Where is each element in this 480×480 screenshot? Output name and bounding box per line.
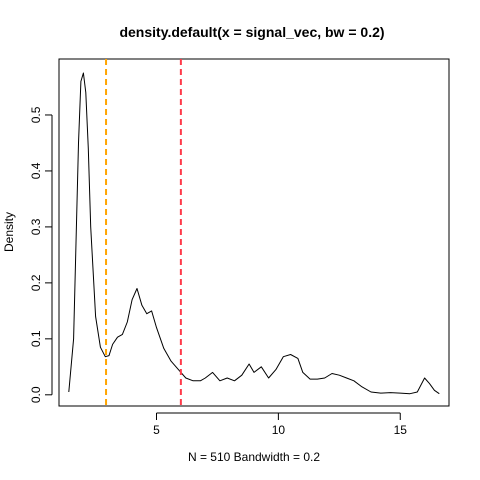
y-tick-label-0: 0.0 — [29, 386, 43, 403]
plot-frame — [58, 58, 450, 407]
y-tick-label-3: 0.3 — [29, 218, 43, 235]
x-axis-label: N = 510 Bandwidth = 0.2 — [188, 450, 320, 464]
x-tick-label-1: 10 — [272, 423, 286, 437]
plot-area: 5 10 15 0.0 0.1 0.2 0.3 0.4 0.5 — [29, 59, 440, 437]
y-tick-label-2: 0.2 — [29, 274, 43, 291]
chart-title: density.default(x = signal_vec, bw = 0.2… — [119, 24, 384, 40]
y-tick-label-5: 0.5 — [29, 106, 43, 123]
x-tick-label-2: 15 — [394, 423, 408, 437]
y-tick-label-4: 0.4 — [29, 162, 43, 179]
density-curve — [68, 72, 440, 395]
y-axis-label: Density — [2, 212, 16, 252]
y-tick-label-1: 0.1 — [29, 330, 43, 347]
x-tick-label-0: 5 — [153, 423, 160, 437]
